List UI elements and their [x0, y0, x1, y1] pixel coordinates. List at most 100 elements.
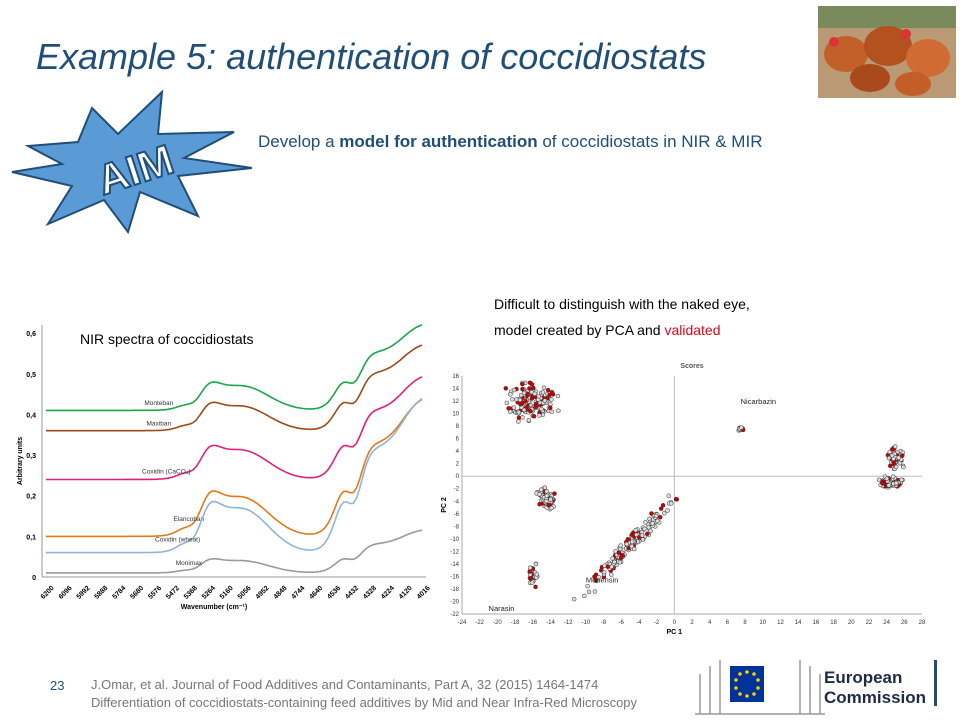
score-point [897, 460, 903, 466]
score-point [646, 524, 652, 530]
score-point [549, 505, 554, 511]
x-tick-label: 28 [919, 620, 926, 626]
y-tick-label: -4 [454, 499, 460, 505]
score-point [527, 565, 533, 571]
y-tick-label: -12 [450, 549, 459, 555]
x-tick-label: 6 [726, 620, 730, 626]
score-point [571, 596, 577, 602]
ec-logo-bar [934, 660, 937, 706]
score-point [531, 414, 537, 419]
y-axis-label: Arbitrary units [17, 437, 24, 485]
score-point [618, 543, 623, 548]
slide-number: 23 [50, 678, 65, 693]
x-tick-label: 2 [690, 620, 694, 626]
x-tick-label: 4120 [398, 585, 414, 601]
x-tick-label: -16 [528, 620, 537, 626]
aim-text-post: of coccidiostats in NIR & MIR [537, 132, 763, 151]
score-point [892, 444, 898, 449]
score-point [546, 502, 551, 508]
score-point [612, 559, 617, 565]
x-tick-label: 5368 [183, 585, 199, 601]
x-tick-label: 4328 [362, 585, 378, 601]
score-point [645, 531, 650, 537]
x-tick-label: -4 [636, 620, 642, 626]
score-point [542, 398, 548, 403]
y-tick-label: 16 [452, 374, 459, 380]
score-point [894, 480, 899, 486]
score-point [660, 503, 666, 508]
x-tick-label: 6200 [40, 585, 56, 601]
score-point [540, 390, 546, 395]
score-point [658, 506, 664, 511]
score-point [653, 513, 659, 519]
score-point [547, 392, 552, 398]
score-point [545, 387, 551, 393]
x-tick-label: 16 [813, 620, 820, 626]
reference-line1: J.Omar, et al. Journal of Food Additives… [91, 677, 599, 692]
score-point [520, 386, 525, 392]
y-axis-label: PC 2 [441, 497, 448, 513]
score-point [555, 393, 561, 399]
x-tick-label: -6 [619, 620, 625, 626]
aim-text-pre: Develop a [258, 132, 340, 151]
y-tick-label: 8 [456, 424, 460, 430]
score-point [518, 392, 524, 398]
aim-text-bold: model for authentication [339, 132, 538, 151]
score-point [527, 386, 532, 391]
x-tick-label: 5056 [237, 585, 253, 601]
score-point [605, 564, 611, 569]
y-tick-label: 6 [456, 437, 460, 443]
score-point [506, 406, 511, 411]
pca-caption-validated: validated [664, 322, 721, 338]
series-line [46, 397, 423, 554]
score-point [520, 415, 525, 420]
x-tick-label: -24 [458, 620, 467, 626]
x-tick-label: 26 [901, 620, 908, 626]
series-line [46, 398, 423, 538]
score-point [529, 381, 535, 387]
score-point [899, 477, 904, 483]
score-point [521, 407, 527, 413]
y-tick-label: 2 [456, 462, 460, 468]
score-point [516, 419, 521, 424]
score-point [673, 496, 679, 502]
score-point [548, 497, 553, 502]
x-tick-label: 0 [673, 620, 677, 626]
x-tick-label: -10 [582, 620, 591, 626]
score-point [519, 401, 525, 406]
score-point [668, 501, 674, 506]
score-point [649, 511, 654, 516]
score-point [516, 410, 522, 415]
y-tick-label: -16 [450, 574, 459, 580]
score-point [890, 474, 896, 479]
x-tick-label: 5888 [93, 585, 109, 601]
ec-logo [695, 660, 825, 715]
y-tick-label: 0,4 [26, 412, 36, 419]
y-tick-label: 0,6 [26, 331, 36, 338]
score-point [548, 405, 553, 410]
score-point [533, 561, 539, 567]
series-label: Coxidin (wheat) [155, 536, 200, 543]
score-point [629, 539, 635, 544]
y-tick-label: -18 [450, 587, 459, 593]
y-tick-label: 0,1 [26, 534, 36, 541]
score-point [633, 527, 638, 533]
x-tick-label: -12 [564, 620, 573, 626]
x-axis-label: Wavenumber (cm⁻¹) [181, 604, 247, 611]
y-tick-label: -6 [454, 512, 460, 518]
y-tick-label: -10 [450, 537, 459, 543]
x-tick-label: 5472 [165, 585, 181, 601]
x-tick-label: 4432 [344, 585, 360, 601]
reference: J.Omar, et al. Journal of Food Additives… [91, 676, 781, 712]
score-point [549, 409, 554, 415]
x-tick-label: 4952 [255, 585, 271, 601]
score-point [639, 533, 645, 538]
score-point [537, 501, 542, 507]
score-point [552, 491, 557, 496]
score-point [511, 405, 517, 410]
score-point [634, 532, 639, 538]
score-point [529, 396, 535, 401]
y-tick-label: 0,3 [26, 453, 36, 460]
score-point [542, 485, 548, 490]
x-tick-label: 4848 [273, 585, 289, 601]
